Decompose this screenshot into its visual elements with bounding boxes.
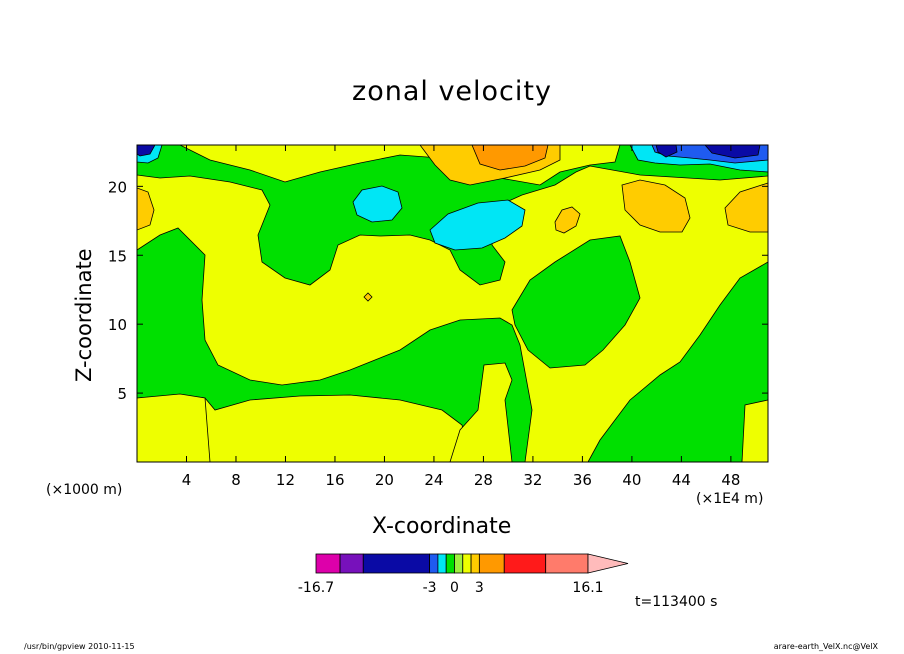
y-tick-label: 10 — [108, 316, 127, 334]
y-tick-label: 15 — [108, 247, 127, 265]
contour-region-darkorange-top — [471, 145, 549, 171]
contour-region-yellow-bottom-mid — [449, 362, 513, 462]
x-tick-label: 8 — [231, 471, 241, 489]
contour-region-orange-right-edge — [724, 182, 768, 233]
y-axis-label: Z-coordinate — [72, 248, 96, 382]
contour-region-cyan-right-center — [429, 199, 526, 251]
colorbar-swatch — [462, 553, 472, 574]
contour-region-yellow-bottom-left — [137, 393, 211, 462]
colorbar-swatch — [362, 553, 431, 574]
contour-region-small-dot — [363, 292, 373, 302]
x-tick-label: 48 — [721, 471, 740, 489]
colorbar-swatch — [503, 553, 547, 574]
x-tick-label: 20 — [375, 471, 394, 489]
colorbar-tick-label: 3 — [475, 580, 484, 596]
x-axis-unit-note: (×1000 m) — [46, 482, 123, 498]
footer-program-date: /usr/bin/gpview 2010-11-15 — [24, 642, 135, 651]
colorbar: -16.7 -3 0 3 16.1 — [298, 553, 629, 596]
colorbar-tick-label: -16.7 — [298, 580, 334, 596]
x-tick-label: 16 — [325, 471, 344, 489]
x-tick-label: 28 — [474, 471, 493, 489]
x-tick-label: 4 — [182, 471, 192, 489]
contour-region-green-left — [137, 227, 533, 462]
colorbar-swatch — [437, 553, 447, 574]
contour-region-navy-top-right-2 — [704, 145, 761, 159]
x-tick-label: 36 — [573, 471, 592, 489]
contour-region-orange-small — [554, 206, 581, 234]
contour-region-green-right — [511, 235, 641, 369]
colorbar-tick-label: -3 — [423, 580, 437, 596]
y-tick-label: 5 — [117, 385, 127, 403]
x-tick-label: 44 — [672, 471, 691, 489]
contour-region-yellow-bottom-right — [741, 399, 768, 462]
colorbar-swatch — [429, 553, 439, 574]
colorbar-swatch — [470, 553, 480, 574]
x-tick-label: 40 — [622, 471, 641, 489]
contour-region-cyan-center — [352, 185, 403, 223]
contour-fill-layer — [137, 145, 768, 462]
plot-frame — [136, 144, 769, 463]
colorbar-tick-label: 0 — [450, 580, 459, 596]
colorbar-tick-label: 16.1 — [572, 580, 603, 596]
colorbar-swatch — [545, 553, 589, 574]
x-tick-label: 32 — [523, 471, 542, 489]
footer-file-variable: arare-earth_VelX.nc@VelX — [773, 642, 878, 651]
contour-region-navy-top-right — [655, 145, 678, 158]
x-axis-scale-note: (×1E4 m) — [696, 491, 764, 507]
x-tick-label: 24 — [424, 471, 443, 489]
colorbar-swatch — [454, 553, 464, 574]
y-tick-label: 20 — [108, 178, 127, 196]
colorbar-swatch — [445, 553, 455, 574]
contour-region-orange-right — [621, 179, 691, 233]
x-tick-label: 12 — [276, 471, 295, 489]
contour-region-orange-left-edge — [137, 187, 155, 231]
time-label: t=113400 s — [635, 594, 718, 610]
x-axis-label: X-coordinate — [372, 514, 512, 539]
colorbar-extend-arrow — [587, 553, 629, 574]
contour-region-blue-top-left — [137, 145, 156, 157]
colorbar-swatch — [315, 553, 341, 574]
chart-title: zonal velocity — [352, 76, 552, 107]
colorbar-swatch — [339, 553, 364, 574]
colorbar-swatch — [478, 553, 505, 574]
